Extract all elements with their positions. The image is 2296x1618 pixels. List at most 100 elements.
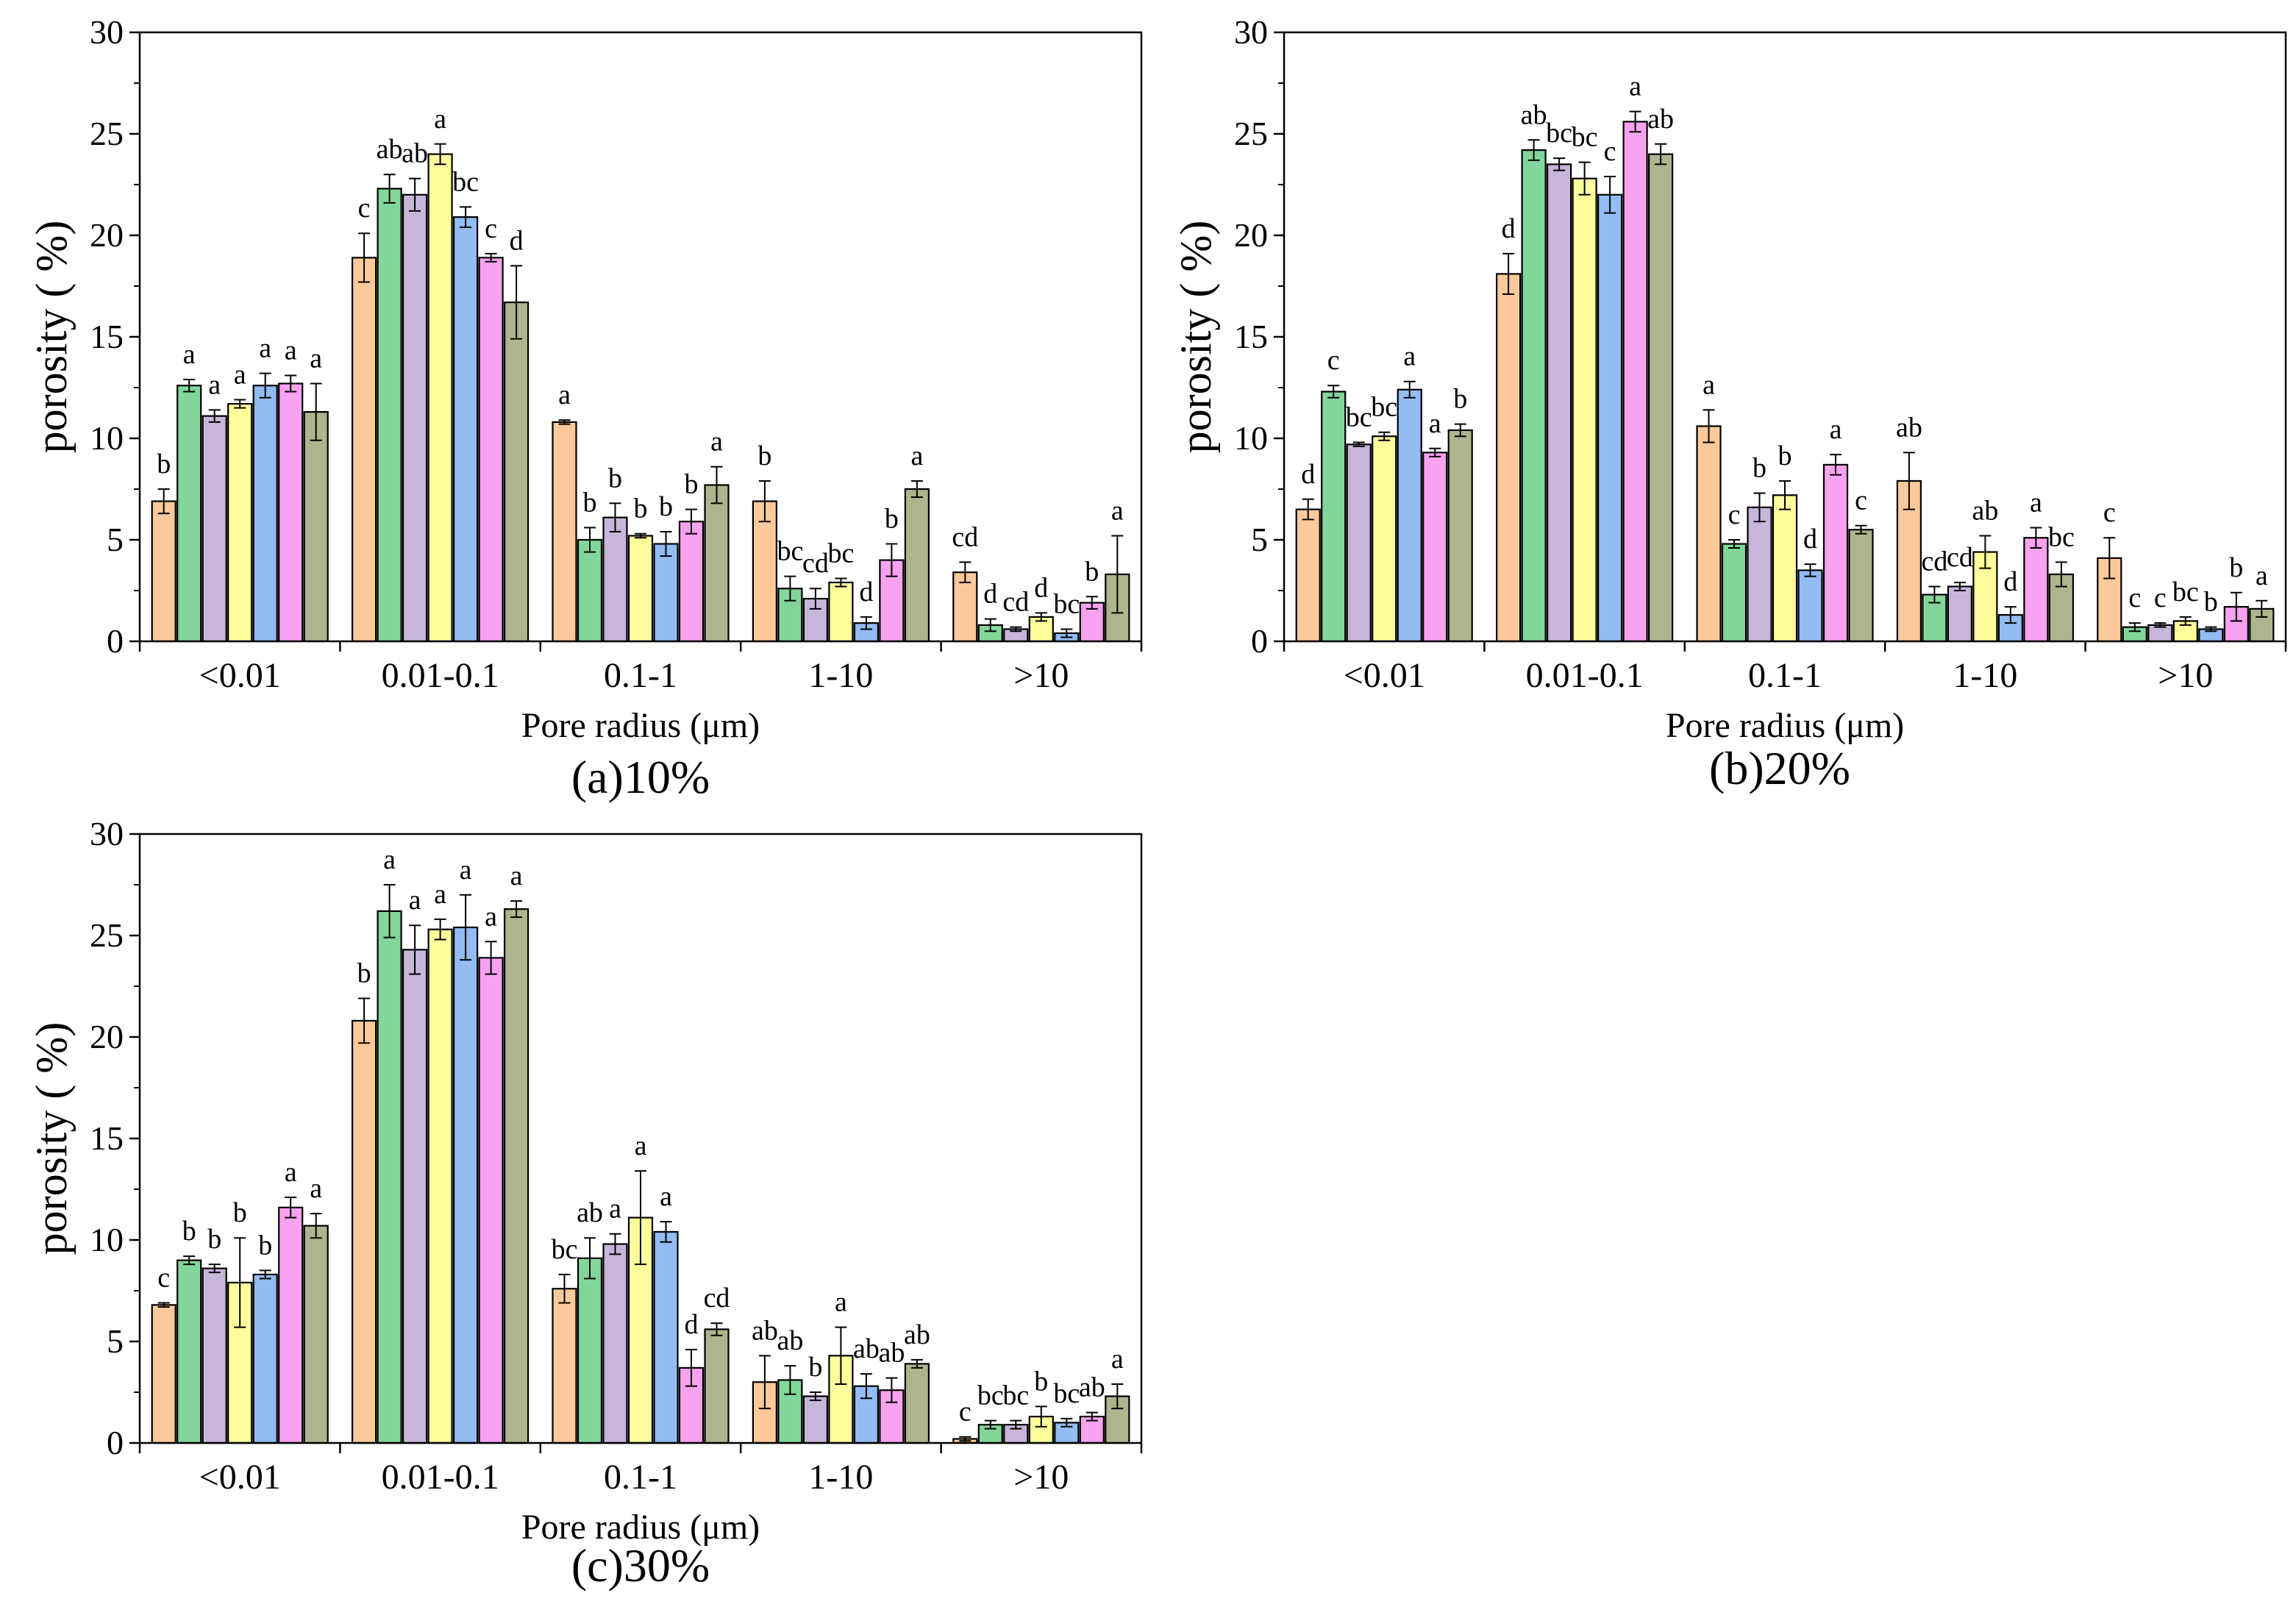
error-bar [1327,385,1340,399]
x-tick-label: <0.01 [1344,656,1425,695]
bar [1648,153,1674,643]
bar [1321,391,1347,643]
significance-label: c [1728,499,1741,530]
significance-label: d [1502,213,1516,244]
significance-label: b [233,1197,247,1228]
bar [402,949,428,1444]
error-bar [1629,110,1641,133]
bar [1547,163,1572,643]
significance-label: d [859,577,873,607]
y-tick-label: 30 [90,815,124,852]
error-bar [910,1358,923,1369]
significance-label: c [2128,582,2141,613]
panel-caption: (b)20% [1709,742,1850,794]
error-bar [635,532,646,539]
significance-label: cd [802,548,829,579]
error-bar [434,143,446,165]
significance-label: c [157,1263,170,1294]
error-bar [710,1322,723,1336]
x-tick-label: 1-10 [808,1458,873,1497]
error-bar [1111,1383,1124,1410]
error-bar [358,997,371,1044]
significance-label: b [1034,1366,1048,1397]
significance-label: ab [1972,495,1998,526]
significance-label: bc [827,538,854,569]
significance-label: d [685,1309,699,1340]
significance-label: bc [552,1234,578,1265]
bar [602,516,628,643]
significance-label: d [1803,524,1817,555]
bar [303,1225,329,1444]
significance-label: b [1778,441,1792,471]
error-bar [1454,423,1466,438]
error-bar [2179,616,2192,626]
significance-label: bc [2048,521,2075,552]
bar [752,500,778,643]
x-tick-label: <0.01 [199,656,281,695]
significance-label: a [1629,71,1641,102]
significance-label: b [885,504,899,535]
significance-label: ab [853,1333,880,1364]
significance-label: cd [1921,546,1947,577]
error-bar [259,1269,271,1280]
bar [1397,388,1422,643]
error-bar [510,900,523,919]
x-axis-label: Pore radius (μm) [521,706,760,745]
significance-label: a [1703,369,1715,400]
bar [303,411,329,643]
error-bar [584,1237,596,1280]
x-tick-label: >10 [2158,656,2213,695]
significance-label: bc [1053,588,1080,619]
y-axis-label: porosity ( %) [27,221,76,454]
error-bar [1085,596,1098,610]
bar [904,1363,930,1444]
x-tick-label: >10 [1013,1458,1069,1497]
error-bar [259,372,271,399]
significance-label: b [757,441,771,471]
y-tick-label: 25 [1234,115,1268,152]
error-bar [885,543,898,577]
error-bar [2205,626,2217,632]
error-bar [1035,1405,1047,1428]
error-bar [1953,581,1966,591]
bar [653,543,679,643]
bar [552,1288,577,1444]
x-tick-label: 0.01-0.1 [1526,656,1644,695]
bar [151,1304,177,1444]
significance-label: d [510,225,524,256]
error-bar [609,1233,621,1255]
error-bar [1728,539,1740,549]
error-bar [835,577,847,588]
significance-label: a [383,844,396,875]
bar [402,193,428,643]
significance-label: a [2256,560,2268,591]
bar [704,484,730,643]
bar [1721,543,1747,643]
error-bar [1855,524,1867,535]
bar [252,1273,278,1444]
error-bar [1604,175,1616,214]
y-axis-label: porosity ( %) [1172,221,1220,454]
error-bar [1060,1417,1073,1428]
significance-label: ab [377,134,403,165]
significance-label: a [310,343,322,374]
error-bar [208,1264,221,1274]
significance-label: b [2229,552,2243,583]
bar [177,385,202,643]
bar [1003,1424,1029,1444]
error-bar [1111,535,1124,614]
error-bar [1302,498,1314,521]
significance-label: a [1111,1344,1124,1375]
error-bar [1403,380,1416,399]
y-tick-label: 30 [90,13,124,51]
significance-label: a [710,427,723,457]
significance-label: c [1604,136,1616,167]
error-bar [885,1377,898,1403]
significance-label: bc [1346,402,1372,433]
error-bar [285,1197,297,1219]
significance-label: b [207,1224,221,1255]
bar [427,153,453,643]
error-bar [1804,563,1817,577]
error-bar [310,382,322,441]
